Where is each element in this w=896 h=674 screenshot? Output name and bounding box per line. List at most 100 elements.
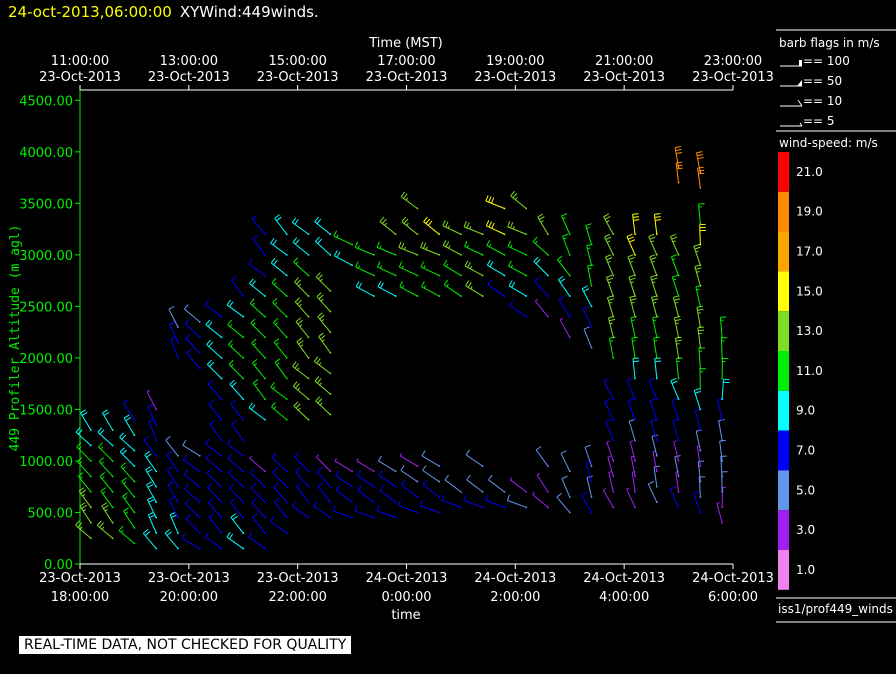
wind-barb [228,483,245,504]
wind-barb [272,467,288,488]
wind-barb [248,402,266,421]
wind-barb [583,326,593,349]
top-tick-date: 23-Oct-2013 [583,70,665,85]
wind-barb [581,491,593,514]
wind-barb [355,261,375,277]
speed-legend: 21.0 19.0 17.0 15.0 13.0 11.0 9.0 7.0 5.0 3.0 1.0 [778,152,823,590]
y-tick-label: 1500.00 [19,403,73,418]
speed-legend-label: 15.0 [796,284,823,298]
wind-barb [207,498,223,519]
wind-barb [602,488,615,509]
wind-barb [674,146,683,169]
wind-barb [465,280,484,297]
wind-barb [251,214,266,236]
wind-barb [378,470,397,488]
wind-barb [207,379,223,401]
wind-barb [186,348,201,370]
wind-barb [717,398,724,421]
wind-barb [444,474,462,493]
wind-barb [204,299,223,318]
top-tick-date: 23-Oct-2013 [148,70,230,85]
wind-barb [626,487,636,509]
wind-barb [168,496,179,519]
wind-barb [207,483,223,504]
wind-barb [96,520,114,540]
wind-barb [400,191,419,210]
wind-barb [557,255,571,277]
x-tick-date: 23-Oct-2013 [39,571,121,586]
speed-legend-label: 3.0 [796,523,815,537]
wind-barb [294,297,310,318]
speed-color-swatch [778,351,789,391]
wind-barb [316,467,332,488]
wind-barb [509,477,528,493]
speed-legend-item: 17.0 [778,231,823,272]
wind-barb [273,482,288,504]
wind-barb [335,485,353,504]
wind-barb [463,494,484,509]
wind-barb [230,276,245,297]
wind-barb [584,444,593,468]
wind-barb [270,382,288,401]
speed-legend-item: 9.0 [778,390,815,431]
wind-barb [648,233,658,256]
wind-barb [250,483,266,504]
wind-barb [249,298,266,318]
wind-barb [182,454,201,473]
wind-barb [170,336,179,359]
wind-barb [420,241,441,256]
top-tick-time: 17:00:00 [377,54,435,69]
speed-legend-label: 7.0 [796,444,815,458]
speed-color-swatch [778,510,789,550]
wind-barb [627,398,636,421]
wind-barb [296,337,310,359]
wind-barb [295,482,310,504]
speed-color-swatch [778,390,789,431]
wind-barb [75,520,92,540]
wind-barb [532,491,549,509]
wind-barb [354,241,375,256]
speed-legend-item: 11.0 [778,351,823,391]
wind-barb [100,487,114,509]
wind-barb [718,419,725,442]
wind-barb [250,468,266,488]
wind-barb [649,398,658,421]
wind-barb [181,533,201,550]
wind-barb [671,398,680,421]
wind-barb [313,500,332,519]
wind-barb [561,213,571,236]
wind-barb [377,261,397,277]
speed-legend-label: 21.0 [796,165,823,179]
wind-barb [630,316,637,339]
wind-barb [315,272,332,292]
x-tick-time: 6:00:00 [708,590,758,605]
barb-legend-item: == 100 [780,54,850,68]
wind-barb [442,239,462,256]
wind-barb [78,487,92,509]
wind-barb [463,221,484,236]
wind-barb [316,292,332,313]
wind-barb [182,439,201,457]
wind-barb [251,498,266,519]
wind-barb [122,399,136,421]
wind-barb [721,378,730,401]
wind-barb [652,450,658,473]
wind-barb [604,233,615,256]
wind-barb [443,279,462,297]
wind-barb [206,468,223,488]
wind-barb [315,396,332,416]
wind-barb [561,475,571,498]
wind-barb [486,239,506,256]
top-tick-time: 21:00:00 [595,54,653,69]
plot-name: XYWind:449winds. [179,3,319,21]
wind-barb [271,452,288,473]
plot-timestamp: 24-oct-2013,06:00:00 [8,3,172,21]
wind-barb [698,203,705,225]
wind-barb [673,440,680,462]
x-tick-time: 4:00:00 [599,590,649,605]
wind-barb [333,230,353,246]
speed-color-swatch [778,271,789,312]
wind-barb [605,419,615,442]
wind-barb [672,295,681,318]
wind-barb [249,278,266,297]
